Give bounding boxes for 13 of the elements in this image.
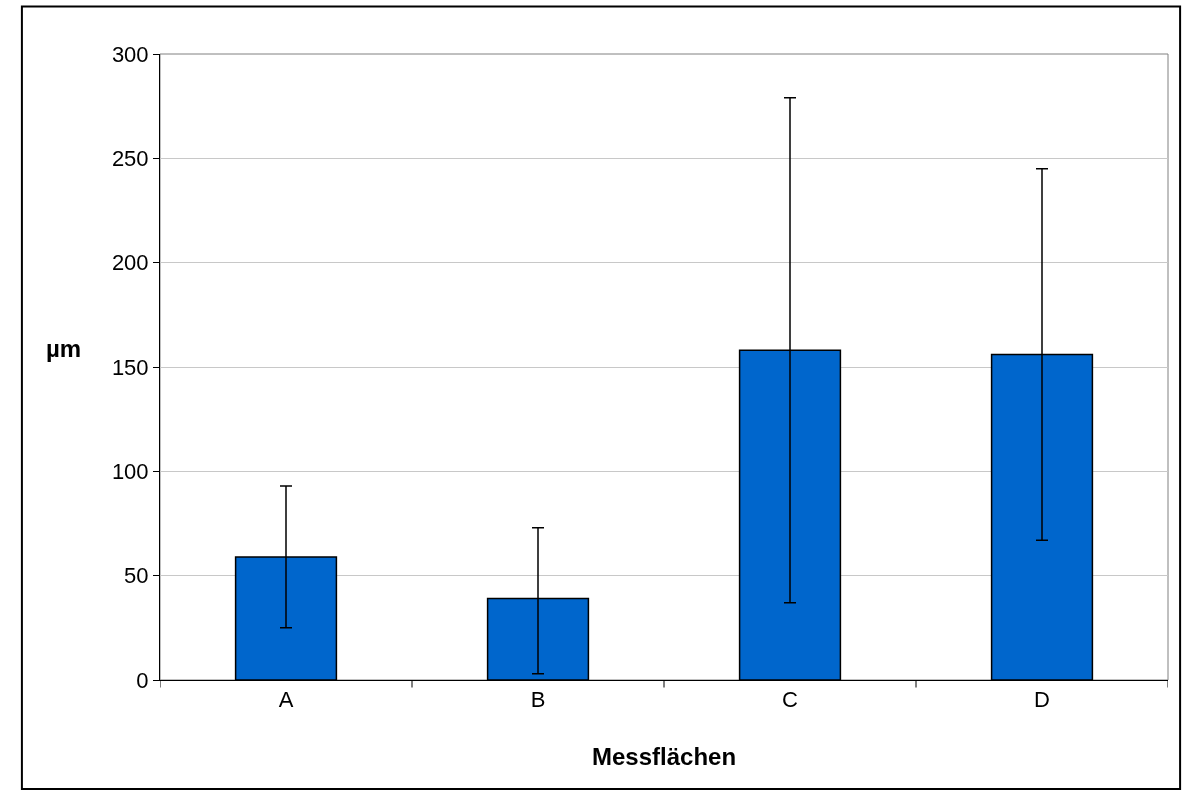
y-tick-label: 250 <box>111 146 149 172</box>
x-tick-label: D <box>1034 687 1050 713</box>
x-tick-label: A <box>278 687 294 713</box>
y-tick-label: 200 <box>111 250 149 276</box>
y-tick-label: 300 <box>111 41 149 67</box>
y-tick-label: 100 <box>111 459 149 485</box>
y-tick-label: 50 <box>124 563 149 589</box>
x-axis-title: Messflächen <box>592 743 737 770</box>
x-tick-label: B <box>530 687 546 713</box>
y-axis-title: µm <box>46 335 82 362</box>
y-tick-label: 0 <box>136 667 149 693</box>
x-tick-label: C <box>782 687 799 713</box>
y-tick-label: 150 <box>111 354 149 380</box>
